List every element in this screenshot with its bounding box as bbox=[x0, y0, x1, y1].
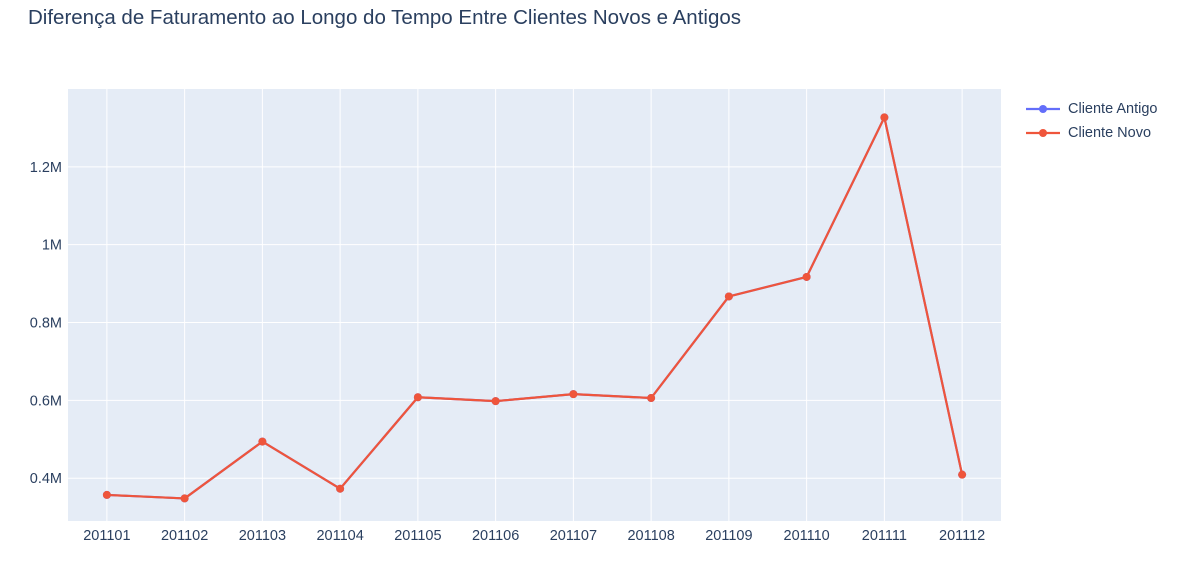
data-point bbox=[180, 494, 189, 503]
x-tick-label: 201103 bbox=[239, 528, 286, 544]
data-point bbox=[258, 437, 267, 446]
series-cliente-novo bbox=[102, 113, 967, 503]
legend-label: Cliente Novo bbox=[1068, 125, 1152, 141]
x-tick-label: 201108 bbox=[627, 528, 674, 544]
x-tick-label: 201107 bbox=[550, 528, 597, 544]
x-tick-label: 201106 bbox=[472, 528, 519, 544]
grid-lines bbox=[68, 89, 1001, 521]
data-point bbox=[724, 292, 733, 301]
x-tick-label: 201102 bbox=[161, 528, 208, 544]
axis-ticks: 201101 201102 201103 201104 201105 201106 2011… bbox=[30, 160, 985, 544]
y-tick-label: 0.8M bbox=[30, 316, 62, 332]
data-point bbox=[647, 394, 656, 403]
data-point bbox=[102, 490, 111, 499]
data-point bbox=[491, 397, 500, 406]
plot-area bbox=[68, 89, 1001, 521]
x-tick-label: 201112 bbox=[939, 528, 985, 544]
data-point bbox=[958, 470, 967, 479]
x-tick-label: 201110 bbox=[784, 528, 830, 544]
data-point bbox=[569, 390, 578, 399]
x-tick-label: 201111 bbox=[862, 528, 907, 544]
x-tick-label: 201104 bbox=[316, 528, 363, 544]
data-point bbox=[880, 113, 889, 122]
x-tick-label: 201109 bbox=[705, 528, 752, 544]
y-tick-label: 0.4M bbox=[30, 471, 62, 487]
legend-item[interactable]: Cliente Novo bbox=[1024, 121, 1157, 145]
x-tick-label: 201101 bbox=[83, 528, 130, 544]
legend-marker bbox=[1039, 129, 1047, 137]
legend-swatch bbox=[1026, 105, 1060, 113]
data-point bbox=[336, 484, 345, 493]
y-tick-label: 0.6M bbox=[30, 393, 62, 409]
x-tick-label: 201105 bbox=[394, 528, 441, 544]
y-tick-label: 1M bbox=[42, 238, 62, 254]
legend-label: Cliente Antigo bbox=[1068, 101, 1158, 117]
legend: Cliente Antigo Cliente Novo bbox=[1024, 97, 1157, 145]
legend-swatch bbox=[1026, 129, 1060, 137]
legend-item[interactable]: Cliente Antigo bbox=[1024, 97, 1157, 121]
data-point bbox=[802, 272, 811, 281]
chart-title: Diferença de Faturamento ao Longo do Tem… bbox=[28, 6, 741, 29]
legend-marker bbox=[1039, 105, 1047, 113]
series-line bbox=[106, 116, 964, 500]
series-layer bbox=[102, 113, 967, 503]
y-tick-label: 1.2M bbox=[30, 160, 62, 176]
data-point bbox=[413, 393, 422, 402]
